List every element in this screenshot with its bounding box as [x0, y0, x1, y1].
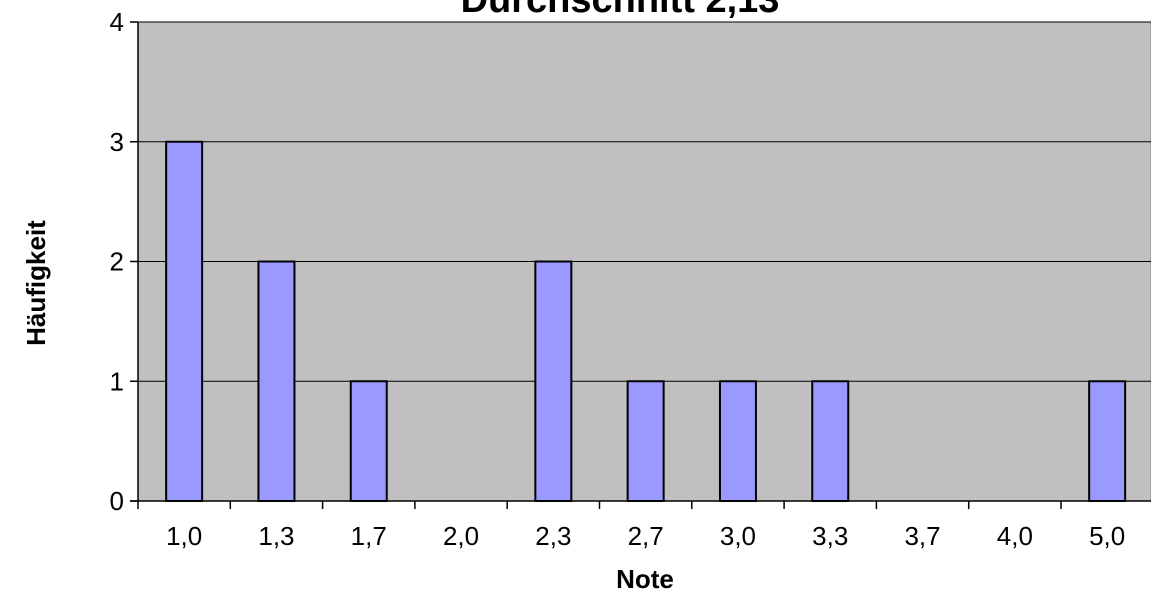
y-tick-label: 3 — [110, 127, 124, 157]
bar-1-7 — [349, 380, 388, 502]
bar-2-7 — [626, 380, 665, 502]
x-tick-label: 2,7 — [628, 521, 664, 551]
x-tick-label: 5,0 — [1089, 521, 1125, 551]
x-tick-label: 1,7 — [351, 521, 387, 551]
bar-1-3 — [257, 260, 296, 502]
x-tick-label: 3,7 — [904, 521, 940, 551]
x-axis-title: Note — [616, 564, 674, 594]
x-tick-label: 1,3 — [258, 521, 294, 551]
x-tick-label: 4,0 — [997, 521, 1033, 551]
x-tick-label: 2,3 — [535, 521, 571, 551]
bar-3-3 — [811, 380, 850, 502]
bar-2-3 — [534, 260, 573, 502]
x-tick-label: 3,0 — [720, 521, 756, 551]
bar-5-0 — [1088, 380, 1127, 502]
axes — [130, 22, 1151, 509]
y-tick-label: 4 — [110, 7, 124, 37]
y-tick-label: 1 — [110, 366, 124, 396]
bars — [165, 140, 1127, 502]
bar-3-0 — [718, 380, 757, 502]
x-tick-label: 2,0 — [443, 521, 479, 551]
y-axis-title: Häufigkeit — [21, 220, 51, 346]
y-tick-label: 0 — [110, 486, 124, 516]
chart-title: Durchschnitt 2,13 — [461, 0, 780, 21]
x-tick-label: 1,0 — [166, 521, 202, 551]
x-tick-label: 3,3 — [812, 521, 848, 551]
x-ticks: 1,0 1,3 1,7 2,0 2,3 2,7 3,0 3,3 3,7 4,0 5,0 — [166, 501, 1125, 551]
y-ticks: 0 1 2 3 4 — [110, 7, 138, 516]
y-tick-label: 2 — [110, 247, 124, 277]
bar-1-0 — [165, 140, 204, 502]
